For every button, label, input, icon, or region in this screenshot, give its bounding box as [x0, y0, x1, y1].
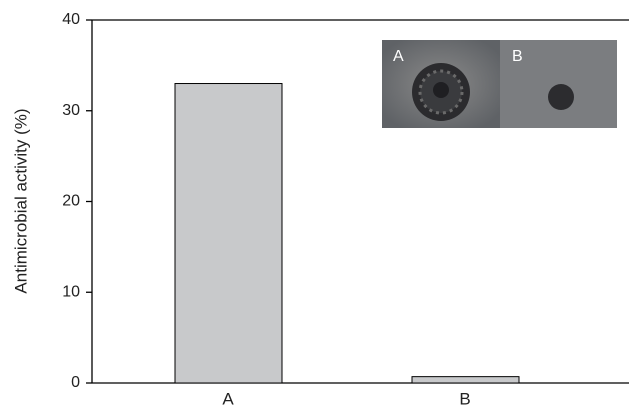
- bar: [175, 84, 282, 383]
- y-tick-label: 0: [71, 374, 80, 391]
- x-tick-label: B: [459, 389, 470, 408]
- y-tick-label: 20: [62, 193, 80, 210]
- inset-photo: A B: [382, 40, 617, 128]
- y-axis-label: Antimicrobial activity (%): [11, 108, 30, 293]
- bar: [412, 377, 519, 383]
- y-tick-label: 40: [62, 11, 80, 28]
- zone-a-core: [433, 82, 449, 98]
- inset-label: B: [512, 48, 523, 65]
- x-tick-label: A: [222, 389, 234, 408]
- inset-label: A: [393, 48, 404, 65]
- y-tick-label: 10: [62, 283, 80, 300]
- y-tick-label: 30: [62, 102, 80, 119]
- chart: Antimicrobial activity (%) A B 0 10 20 30 40…: [0, 0, 630, 410]
- zone-b: [548, 84, 574, 110]
